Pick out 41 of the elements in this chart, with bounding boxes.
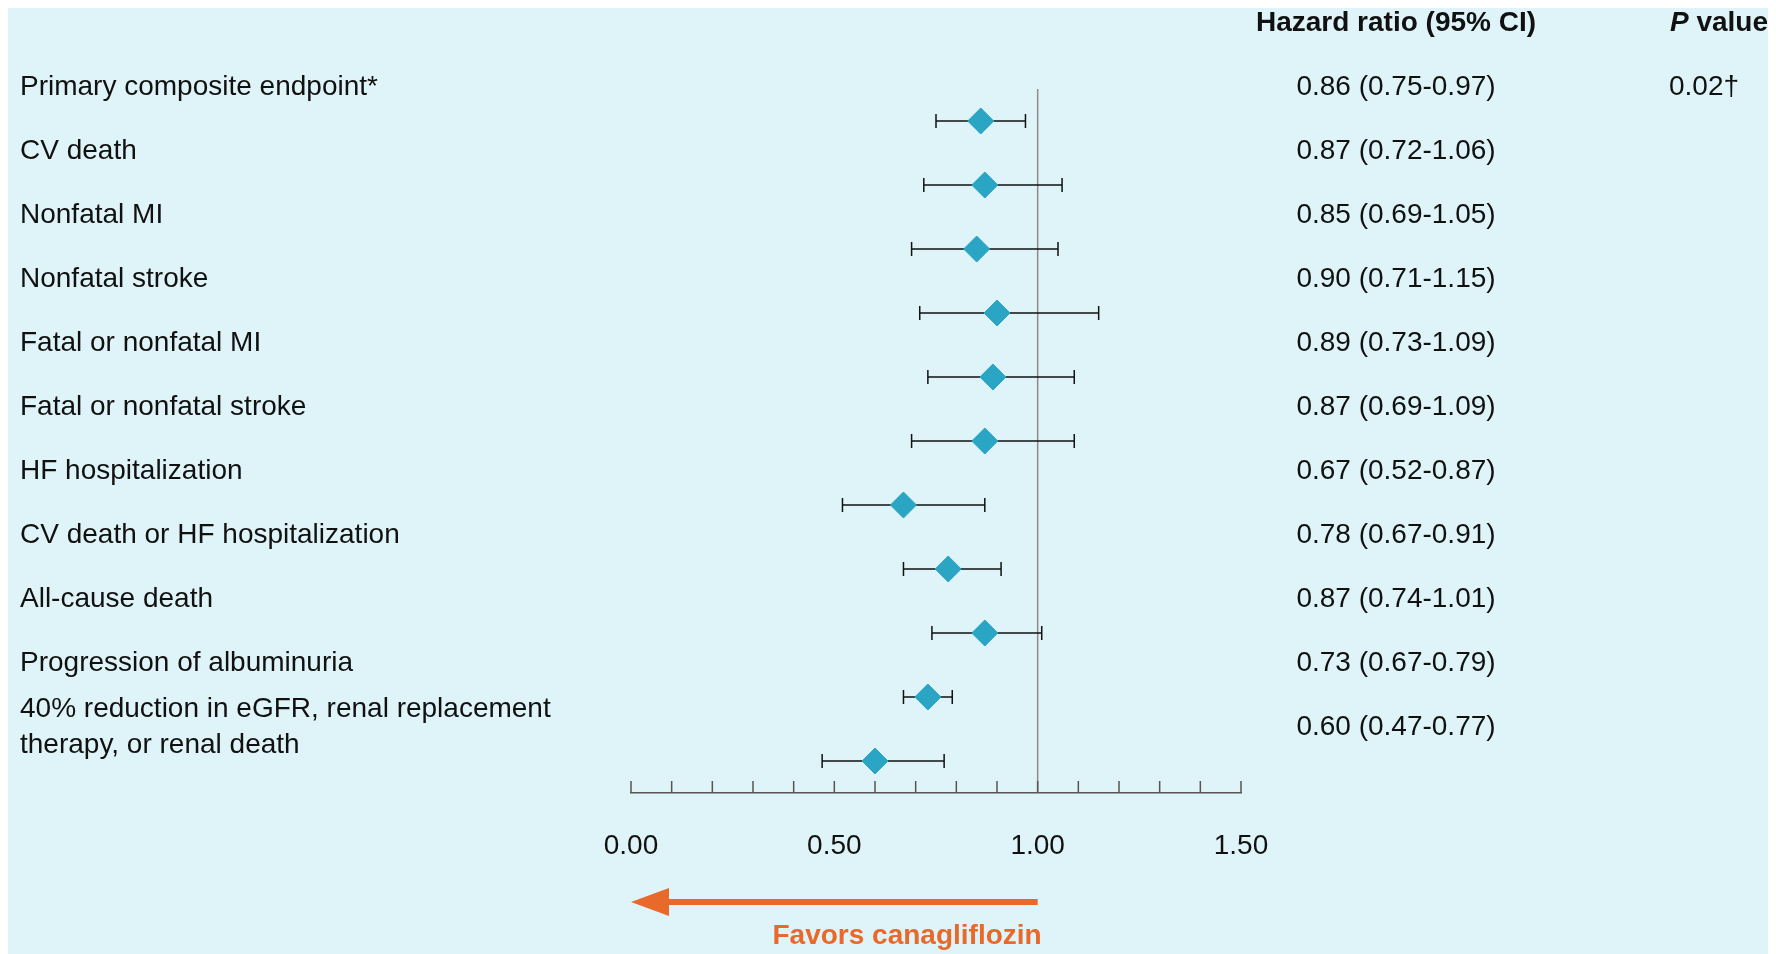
y-tick-label: CV death — [20, 133, 137, 165]
y-tick-label: Nonfatal MI — [20, 197, 164, 229]
point — [861, 747, 889, 775]
text: 0.02† — [1668, 69, 1740, 101]
y-tick-label: 40% reduction in eGFR, renal replacement therapy, or renal death — [20, 691, 551, 759]
point — [971, 171, 999, 199]
y-tick-label: CV death or HF hospitalization — [20, 517, 400, 549]
data-label: 0.67 (0.52-0.87) — [1296, 453, 1496, 485]
x-tick-label: 0.50 — [807, 828, 862, 860]
data-label: 0.87 (0.69-1.09) — [1296, 389, 1496, 421]
text: P value — [1669, 5, 1769, 37]
point — [983, 299, 1011, 327]
y-tick-label: Primary composite endpoint* — [20, 69, 379, 101]
y-tick-label: Nonfatal stroke — [20, 261, 209, 293]
point — [967, 107, 995, 135]
data-label: 0.90 (0.71-1.15) — [1296, 261, 1496, 293]
point — [934, 555, 962, 583]
data-label: 0.87 (0.74-1.01) — [1296, 581, 1496, 613]
x-tick-label: 1.00 — [1010, 828, 1065, 860]
text: Hazard ratio (95% CI) — [1255, 5, 1537, 37]
text: Favors canagliflozin — [772, 918, 1042, 950]
point — [963, 235, 991, 263]
y-tick-label: All-cause death — [20, 581, 214, 613]
data-label: 0.87 (0.72-1.06) — [1296, 133, 1496, 165]
data-label: 0.85 (0.69-1.05) — [1296, 197, 1496, 229]
data-label: 0.86 (0.75-0.97) — [1296, 69, 1496, 101]
data-label: 0.73 (0.67-0.79) — [1296, 645, 1496, 677]
y-tick-label: Progression of albuminuria — [20, 645, 354, 677]
point — [979, 363, 1007, 391]
x-tick-label: 0.00 — [603, 828, 659, 860]
point — [971, 619, 999, 647]
y-tick-label: Fatal or nonfatal stroke — [20, 389, 307, 421]
point — [889, 491, 917, 519]
data-label: 0.78 (0.67-0.91) — [1296, 517, 1496, 549]
point — [914, 683, 942, 711]
data-label: 0.60 (0.47-0.77) — [1296, 709, 1496, 741]
x-tick-label: 1.50 — [1213, 828, 1269, 860]
y-tick-label: HF hospitalization — [20, 453, 243, 485]
point — [971, 427, 999, 455]
y-tick-label: Fatal or nonfatal MI — [20, 325, 262, 357]
data-label: 0.89 (0.73-1.09) — [1296, 325, 1496, 357]
